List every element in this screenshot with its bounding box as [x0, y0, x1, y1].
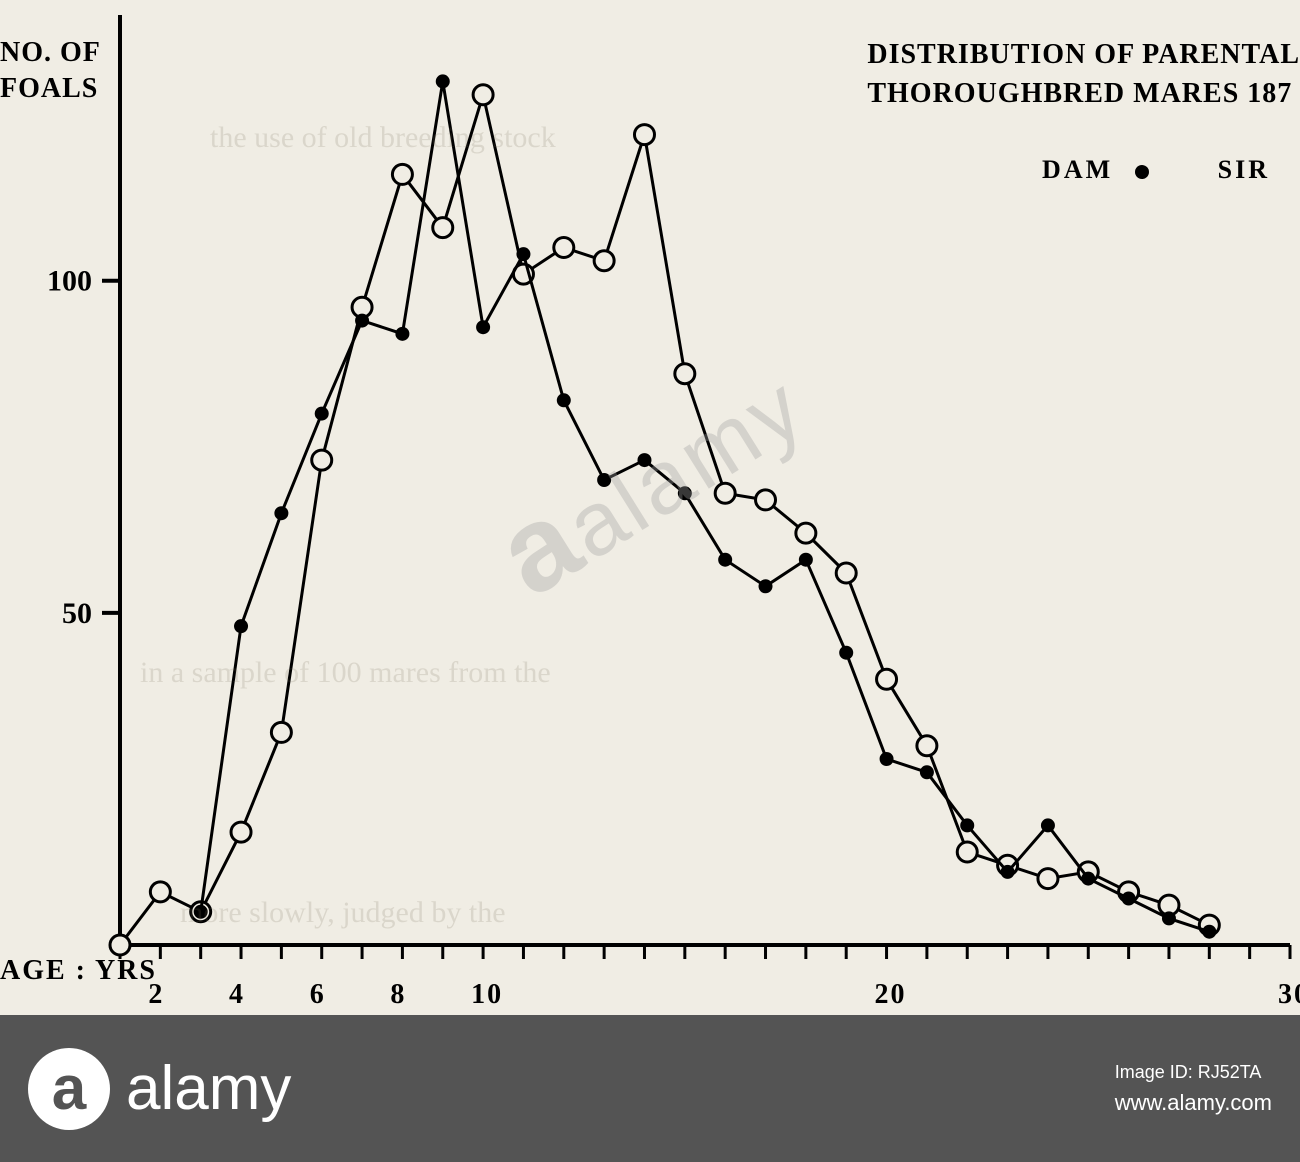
legend: DAM SIR — [1042, 155, 1270, 185]
chart-container: the use of old breeding stock in a sampl… — [0, 0, 1300, 1015]
x-tick-label: 20 — [875, 979, 907, 1011]
x-tick-label: 4 — [229, 979, 245, 1011]
alamy-logo: a alamy — [28, 1048, 291, 1130]
footer-bar: a alamy Image ID: RJ52TA www.alamy.com — [0, 1015, 1300, 1162]
legend-dam-label: DAM — [1042, 155, 1113, 184]
image-id: Image ID: RJ52TA — [1115, 1059, 1272, 1086]
logo-name: alamy — [126, 1053, 291, 1124]
svg-text:100: 100 — [47, 265, 92, 298]
x-tick-label: 2 — [148, 979, 164, 1011]
legend-sire-label: SIR — [1218, 155, 1270, 184]
x-axis-label: AGE : YRS 2468102030 — [0, 955, 1300, 987]
chart-title: DISTRIBUTION OF PARENTAL THOROUGHBRED MA… — [867, 35, 1300, 113]
x-tick-label: 30 — [1278, 979, 1300, 1011]
logo-a-icon: a — [28, 1048, 110, 1130]
filled-circle-icon — [1135, 165, 1149, 179]
chart-svg: 50 100 — [0, 0, 1300, 1015]
title-line1: DISTRIBUTION OF PARENTAL — [867, 39, 1300, 70]
y-label-line1: NO. OF — [0, 37, 101, 68]
y-label-line2: FOALS — [0, 73, 98, 104]
y-axis-label: NO. OF FOALS — [0, 35, 101, 108]
x-tick-label: 10 — [471, 979, 503, 1011]
footer-text: Image ID: RJ52TA www.alamy.com — [1115, 1059, 1272, 1119]
logo-a-letter: a — [52, 1053, 86, 1124]
footer-url: www.alamy.com — [1115, 1086, 1272, 1119]
svg-text:50: 50 — [62, 597, 92, 630]
x-tick-label: 8 — [390, 979, 406, 1011]
x-tick-label: 6 — [310, 979, 326, 1011]
title-line2: THOROUGHBRED MARES 187 — [867, 78, 1292, 109]
x-label-prefix: AGE : YRS — [0, 955, 157, 987]
